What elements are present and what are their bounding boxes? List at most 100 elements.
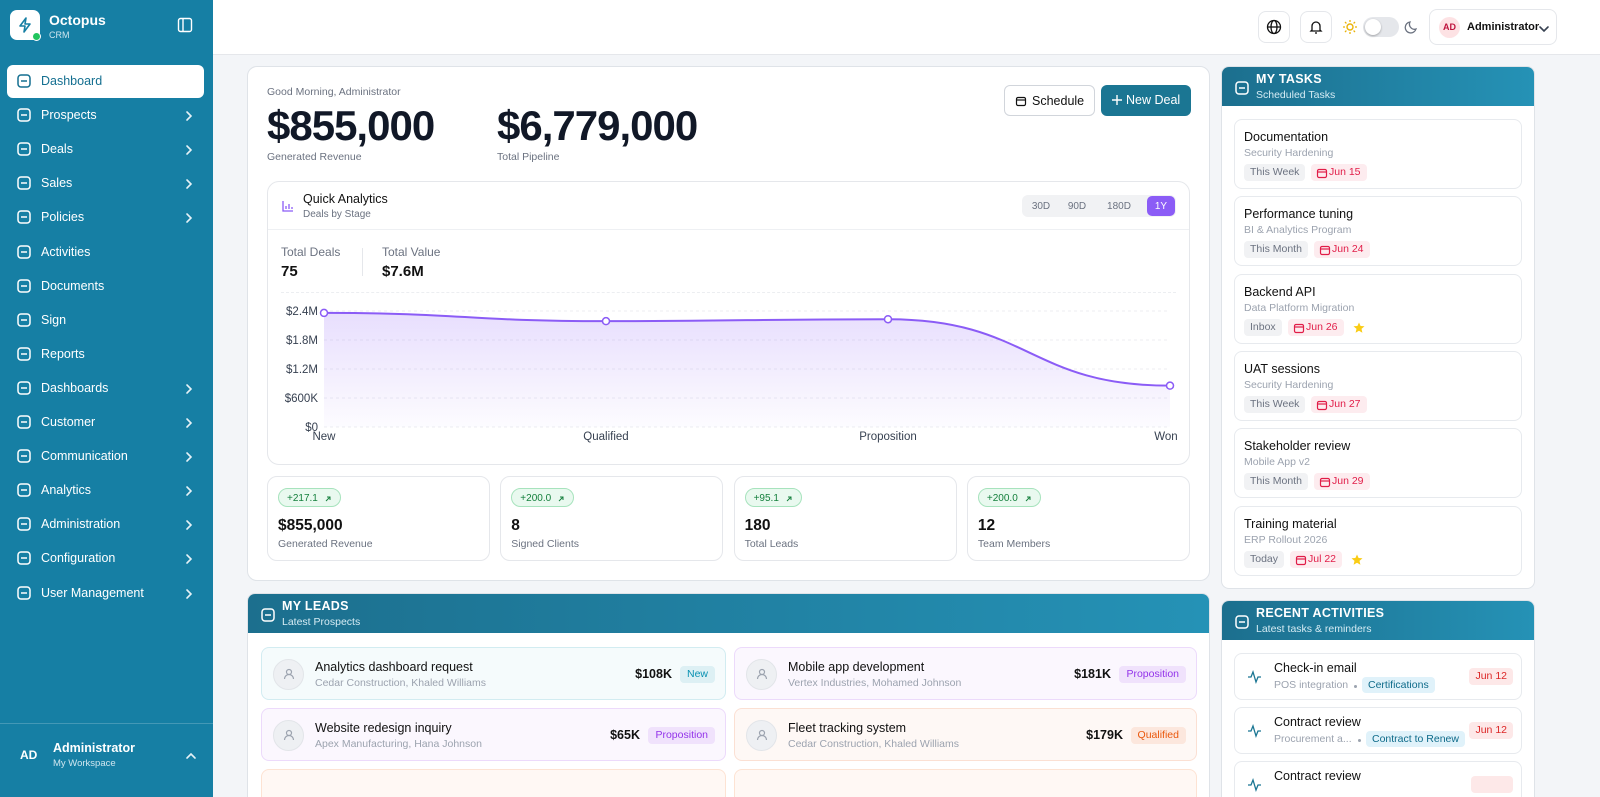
panel-subtitle: Latest tasks & reminders	[1256, 623, 1372, 635]
kpi-card: +200.0 8 Signed Clients	[500, 476, 724, 561]
menu-item[interactable]: Dashboard	[7, 65, 204, 98]
menu-item[interactable]: Customer	[7, 406, 204, 439]
kpi-label: Signed Clients	[511, 538, 580, 550]
stat-value: $7.6M	[382, 263, 424, 280]
icon-shape	[1235, 81, 1249, 95]
trend-arrow	[786, 496, 792, 502]
overview-card: Good Morning, Administrator $855,000 Gener…	[247, 66, 1210, 581]
lead-item[interactable]: Analytics dashboard request Cedar Constru…	[261, 647, 726, 700]
menu-item[interactable]: Deals	[7, 133, 204, 166]
activity-icon	[1248, 670, 1261, 684]
lead-status-label: Qualified	[1137, 729, 1179, 741]
task-period: Inbox	[1244, 318, 1282, 336]
task-period-label: This Month	[1250, 475, 1302, 488]
menu-item[interactable]: Policies	[7, 201, 204, 234]
icon-shape	[1316, 400, 1328, 410]
schedule-button[interactable]: Schedule	[1004, 85, 1095, 116]
task-period-label: This Week	[1250, 397, 1300, 410]
menu-icon	[17, 585, 31, 600]
menu-item[interactable]: Reports	[7, 338, 204, 371]
lead-item[interactable]: Fleet tracking system Cedar Construction,…	[734, 708, 1197, 761]
lead-title: Analytics dashboard request	[315, 660, 473, 674]
activity-item[interactable]: Contract review	[1234, 761, 1522, 797]
menu-item[interactable]: Sign	[7, 304, 204, 337]
icon-shape	[17, 176, 31, 191]
calendar-icon	[1316, 400, 1328, 410]
task-due-label: Jun 29	[1332, 475, 1364, 488]
icon-shape	[186, 520, 193, 531]
panel-header	[1222, 601, 1534, 640]
menu-chevron	[186, 179, 193, 190]
user-chevron	[186, 752, 196, 759]
menu-label: Reports	[41, 346, 85, 361]
icon-shape	[17, 517, 31, 532]
menu-icon	[17, 381, 31, 395]
menu-label: Sales	[41, 176, 73, 191]
header: AD Administrator	[213, 0, 1600, 55]
task-title: UAT sessions	[1244, 361, 1320, 376]
menu-item[interactable]: Configuration	[7, 542, 204, 575]
activities-panel: RECENT ACTIVITIES Latest tasks & reminder…	[1221, 600, 1535, 797]
analytics-subtitle: Deals by Stage	[303, 209, 371, 220]
notifications-button[interactable]	[1300, 11, 1332, 43]
menu-item[interactable]: Activities	[7, 236, 204, 269]
icon-shape	[1112, 95, 1122, 105]
icon-shape	[17, 312, 31, 327]
task-item[interactable]: Backend API Data Platform Migration Inbox J…	[1234, 273, 1522, 344]
menu-item[interactable]: Analytics	[7, 474, 204, 507]
menu-label: Sign	[41, 312, 67, 327]
calendar-icon	[1319, 478, 1331, 488]
task-item[interactable]: Training material ERP Rollout 2026 Today Ju…	[1234, 505, 1522, 576]
task-item[interactable]: Performance tuning BI & Analytics Program…	[1234, 196, 1522, 267]
activity-item[interactable]: Check-in email POS integration Certificati…	[1234, 653, 1522, 700]
activity-tag: Certifications	[1362, 677, 1435, 693]
activity-item[interactable]: Contract review Procurement a... Contract …	[1234, 707, 1522, 754]
task-project: Security Hardening	[1244, 147, 1334, 159]
metric-value: $6,779,000	[497, 102, 698, 149]
menu-label: Administration	[41, 517, 121, 532]
chart-divider	[281, 292, 1176, 293]
user-menu[interactable]: AD Administrator	[1429, 9, 1557, 45]
range-tab[interactable]: 30D	[1028, 196, 1054, 216]
avatar-initials: AD	[1443, 22, 1456, 32]
range-label: 30D	[1031, 201, 1051, 212]
new-deal-button[interactable]: New Deal	[1101, 85, 1191, 116]
panel-header	[1222, 67, 1534, 106]
range-tab[interactable]: 180D	[1100, 196, 1138, 216]
menu-item[interactable]: Communication	[7, 440, 204, 473]
lead-item[interactable]	[261, 769, 726, 797]
panel-subtitle: Scheduled Tasks	[1256, 89, 1336, 101]
lead-item[interactable]: Website redesign inquiry Apex Manufacturi…	[261, 708, 726, 761]
icon-shape	[186, 752, 196, 759]
language-button[interactable]	[1258, 11, 1290, 43]
kpi-delta-badge: +95.1	[744, 488, 802, 507]
icon-shape	[17, 585, 31, 600]
chart: $0 $600K $1.2M $1.8M $2.4M New Qualified Propos…	[285, 306, 1178, 443]
analytics-card: Quick Analytics Deals by Stage 30D 90D 180D 1…	[267, 181, 1190, 465]
task-item[interactable]: UAT sessions Security Hardening This Week J…	[1234, 350, 1522, 421]
range-tab[interactable]: 90D	[1062, 196, 1092, 216]
icon-shape	[1248, 778, 1261, 792]
icon-shape	[17, 449, 31, 463]
icon-shape	[786, 496, 792, 502]
theme-toggle[interactable]	[1363, 17, 1399, 37]
task-item[interactable]: Documentation Security Hardening This Week…	[1234, 119, 1522, 189]
task-title: Stakeholder review	[1244, 439, 1351, 454]
lead-item[interactable]: Mobile app development Vertex Industries,…	[734, 647, 1197, 700]
menu-item[interactable]: Prospects	[7, 99, 204, 132]
menu-item[interactable]: Dashboards	[7, 372, 204, 405]
menu-item[interactable]: Documents	[7, 270, 204, 303]
menu-item[interactable]: Sales	[7, 167, 204, 200]
menu-item[interactable]: User Management	[7, 577, 204, 610]
task-due-label: Jun 24	[1332, 243, 1364, 256]
lead-item[interactable]	[734, 769, 1197, 797]
menu-chevron	[186, 588, 193, 599]
icon-shape	[283, 734, 295, 741]
y-tick-label: $1.8M	[286, 335, 318, 347]
range-tab[interactable]: 1Y	[1147, 196, 1175, 216]
icon-shape	[186, 588, 193, 599]
kpi-label: Generated Revenue	[278, 538, 373, 550]
icon-shape	[186, 384, 193, 394]
menu-item[interactable]: Administration	[7, 508, 204, 541]
task-item[interactable]: Stakeholder review Mobile App v2 This Mont…	[1234, 428, 1522, 499]
